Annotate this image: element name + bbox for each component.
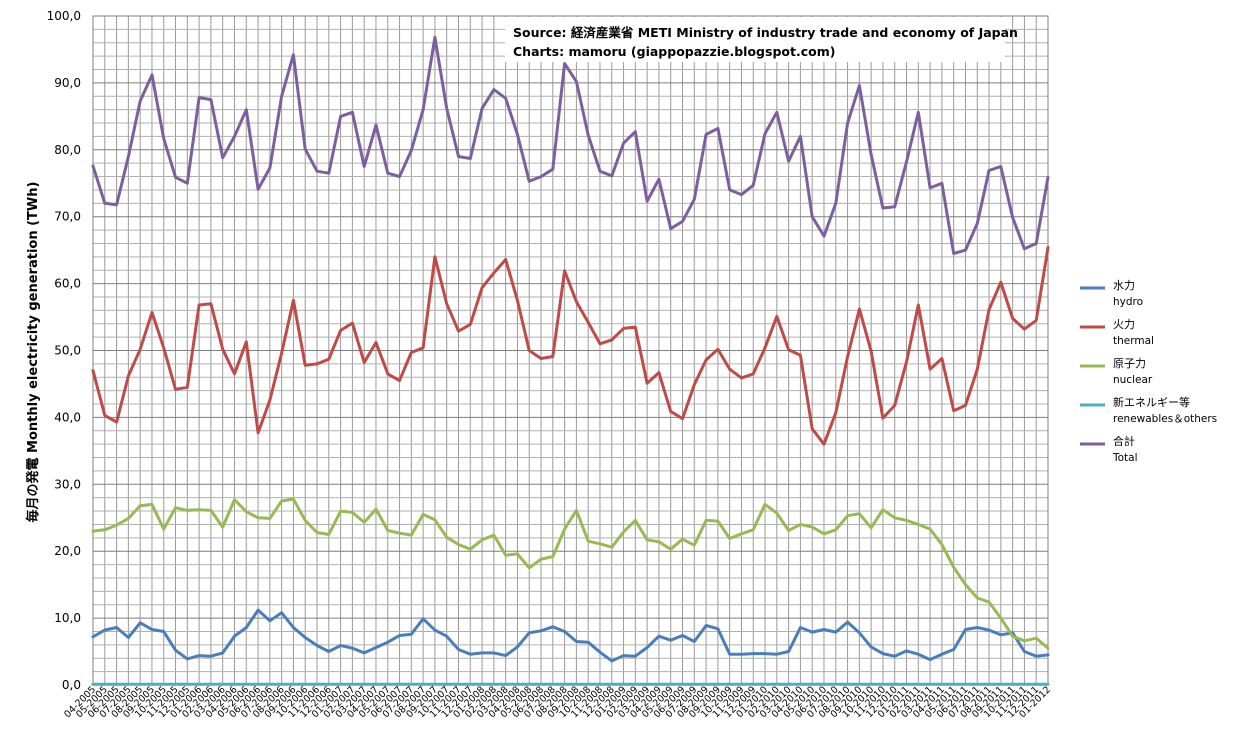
legend-label-en: thermal [1113,335,1154,347]
y-tick-label: 0,0 [62,678,81,692]
legend-label-jp: 合計 [1113,434,1135,448]
legend-label-jp: 水力 [1113,279,1135,292]
y-tick-label: 50,0 [54,344,81,358]
series-line-nuclear [91,497,1050,650]
source-line-2: Charts: mamoru (giappopazzie.blogspot.co… [513,44,835,59]
legend-label-en: Total [1112,452,1138,464]
y-tick-label: 20,0 [54,544,81,558]
x-axis-ticks: 04-200505-200506-200507-200508-200509-20… [62,684,1053,720]
chart-grid [92,15,1049,686]
legend-label-en: nuclear [1113,374,1153,386]
y-axis-ticks: 0,0 10,0 20,0 30,0 40,0 50,0 60,0 70,0 80,0 90,0 1… [47,9,81,692]
y-tick-label: 90,0 [54,76,81,90]
legend-label-jp: 原子力 [1113,357,1146,370]
series-line-hydro [91,608,1050,663]
legend-label-en: hydro [1113,296,1143,308]
y-tick-label: 10,0 [54,611,81,625]
y-tick-label: 70,0 [54,210,81,224]
y-tick-label: 80,0 [54,143,81,157]
series-line-total [91,35,1050,255]
source-line-1: Source: 経済産業省 METI Ministry of industry … [513,25,1018,40]
y-tick-label: 60,0 [54,277,81,291]
y-tick-label: 100,0 [47,9,81,23]
source-box: Source: 経済産業省 METI Ministry of industry … [505,17,1018,62]
y-tick-label: 40,0 [54,410,81,424]
legend-label-en: renewables＆others [1113,413,1217,425]
legend-label-jp: 火力 [1113,318,1135,331]
legend: 水力 hydro 火力 thermal 原子力 nuclear 新エネルギー等 renewab… [1080,279,1217,464]
series-line-thermal [91,246,1050,446]
series-lines [91,35,1050,686]
legend-label-jp: 新エネルギー等 [1113,395,1190,409]
y-tick-label: 30,0 [54,477,81,491]
y-axis-label: 毎月の発電 Monthly electricity generation (TW… [25,182,41,523]
